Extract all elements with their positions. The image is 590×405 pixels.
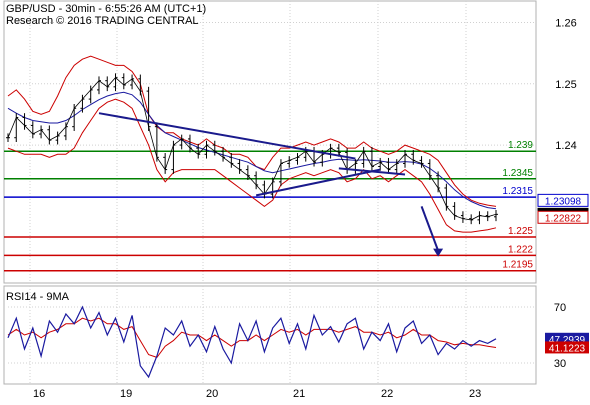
triangle-trendline	[338, 167, 406, 176]
level-label: 1.225	[508, 226, 533, 237]
trendlines-group	[98, 112, 444, 257]
support-resistance-levels: 1.239 1.2345 1.2315 1.225 1.222 1.2195	[4, 140, 536, 272]
level-label: 1.2195	[502, 260, 533, 271]
forecast-arrow-shaft	[420, 206, 440, 251]
rsi-current-box	[545, 341, 589, 354]
forecast-arrow-head	[433, 248, 444, 257]
current-value-box	[537, 210, 589, 224]
rsi-series-group	[7, 305, 497, 379]
level-label: 1.239	[508, 140, 533, 151]
level-label: 1.2345	[502, 168, 533, 179]
current-value-label: 1.22822	[545, 213, 582, 224]
current-value-box	[537, 193, 589, 207]
level-label: 1.2315	[502, 186, 533, 197]
triangle-trendline	[255, 168, 381, 197]
chart-subtitle: Research © 2016 TRADING CENTRAL	[6, 15, 199, 27]
rsi-current-label: 41.1223	[549, 343, 586, 354]
price-y-tick-label: 1.25	[555, 79, 576, 91]
x-tick-label: 23	[469, 388, 481, 400]
rsi-y-tick-label: 70	[554, 302, 566, 314]
x-tick-label: 20	[206, 388, 218, 400]
rsi-ma-line	[7, 317, 497, 358]
lower-bollinger-band	[7, 98, 497, 233]
x-tick-label: 16	[33, 388, 45, 400]
upper-bollinger-band	[7, 55, 497, 207]
moving-average-line	[7, 91, 497, 210]
rsi-y-tick-label: 30	[554, 358, 566, 370]
level-label: 1.222	[508, 244, 533, 255]
rsi-current-label: 47.2939	[549, 335, 586, 346]
chart-title: GBP/USD - 30min - 6:55:26 AM (UTC+1)	[6, 3, 206, 15]
triangle-trendline	[98, 112, 356, 160]
price-y-tick-label: 1.24	[555, 140, 576, 152]
rsi-line	[7, 305, 497, 379]
x-tick-label: 19	[120, 388, 132, 400]
price-panel-frame	[3, 0, 537, 284]
x-tick-label: 22	[381, 388, 393, 400]
x-tick-label: 21	[293, 388, 305, 400]
price-close-line	[7, 77, 497, 221]
rsi-panel-title: RSI14 - 9MA	[6, 291, 70, 303]
price-y-tick-label: 1.26	[555, 17, 576, 29]
current-value-label: 1.23098	[545, 196, 582, 207]
axis-labels-group: 16 19 20 21 22 23 1.26 1.25 1.24 70 30 1.23098 1.228…	[33, 17, 589, 400]
